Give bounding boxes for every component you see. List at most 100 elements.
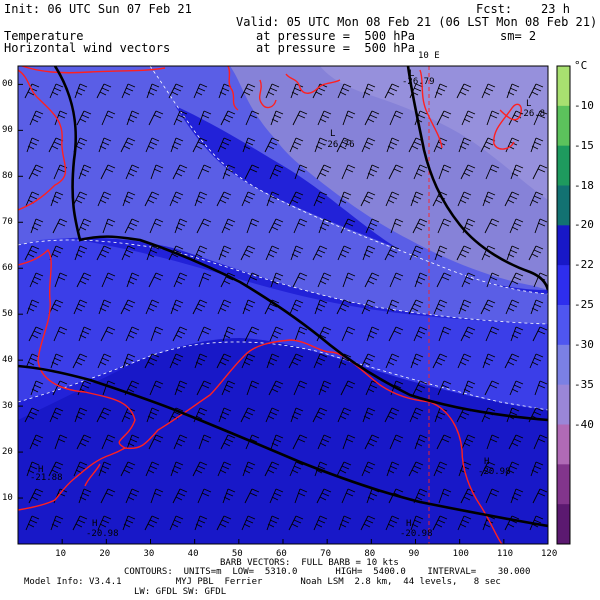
wind-barb — [245, 272, 260, 288]
wind-barb — [196, 218, 212, 234]
low-marker: L — [330, 129, 336, 139]
wind-barb — [480, 137, 496, 153]
wind-barb — [341, 488, 356, 504]
wind-barb — [432, 515, 448, 531]
wind-barb — [508, 272, 524, 288]
isotherm-line — [18, 239, 548, 325]
wind-barb — [78, 164, 92, 180]
x-tick-label: 110 — [496, 549, 514, 559]
wind-barb — [462, 380, 476, 396]
wind-barb — [218, 83, 232, 99]
x-tick-label: 90 — [408, 549, 420, 559]
wind-barb — [288, 353, 304, 369]
wind-barb — [48, 299, 64, 315]
wind-barb — [361, 137, 376, 153]
wind-barb — [30, 380, 44, 396]
wind-barb — [193, 407, 208, 423]
wind-barb — [461, 110, 476, 126]
wind-barb — [265, 407, 280, 423]
wind-barb — [414, 272, 428, 288]
field2-level: at pressure = 500 hPa — [256, 41, 415, 55]
coastline — [18, 66, 522, 544]
wind-barb — [457, 191, 472, 207]
isotherm-line — [149, 66, 548, 295]
wind-barb — [505, 299, 520, 315]
wind-barb — [246, 380, 260, 396]
wind-barb — [77, 218, 92, 234]
wind-barb — [410, 353, 424, 369]
wind-barb — [98, 461, 112, 477]
colorbar — [556, 65, 571, 545]
wind-barb — [26, 299, 40, 315]
wind-barb — [413, 326, 428, 342]
wind-barb — [97, 515, 112, 531]
wind-barb — [316, 164, 332, 180]
wind-barb — [408, 461, 424, 477]
wind-barb — [408, 299, 424, 315]
wind-barb — [169, 353, 184, 369]
wind-barb — [313, 515, 328, 531]
wind-barb — [528, 407, 544, 423]
y-tick-label: 70 — [2, 217, 13, 228]
wind-barb — [245, 110, 260, 126]
wind-barb — [438, 488, 452, 504]
wind-barb — [50, 515, 64, 531]
wind-barb — [24, 83, 40, 99]
wind-barb — [532, 488, 548, 504]
wind-barb — [72, 191, 88, 207]
wind-barb — [198, 272, 212, 288]
height-contours — [18, 66, 548, 528]
wind-barb — [386, 137, 400, 153]
low-value: -26.79 — [402, 77, 435, 87]
wind-barb — [410, 515, 424, 531]
wind-barb — [197, 326, 212, 342]
wind-barb — [362, 245, 376, 261]
wind-barb — [365, 218, 380, 234]
wind-barb — [148, 110, 164, 126]
wind-barb — [504, 191, 520, 207]
contour-info: CONTOURS: UNITS=m LOW= 5310.0 HIGH= 5400… — [124, 567, 531, 577]
wind-barb — [457, 515, 472, 531]
wind-barb — [197, 488, 212, 504]
wind-barb — [361, 299, 376, 315]
wind-barb — [509, 380, 524, 396]
wind-barb — [125, 164, 140, 180]
colorbar-label: -18 — [574, 178, 594, 192]
wind-barb — [481, 407, 496, 423]
y-tick-label: 80 — [2, 171, 13, 182]
wind-barb — [412, 218, 428, 234]
wind-barb — [198, 110, 212, 126]
wind-barb — [73, 461, 88, 477]
wind-barb — [122, 353, 136, 369]
colorbar-swatch — [557, 105, 570, 147]
wind-barb — [174, 218, 188, 234]
wind-barb — [290, 407, 304, 423]
wind-barb — [217, 137, 232, 153]
wind-barb — [145, 137, 160, 153]
wind-barb — [294, 326, 308, 342]
wind-barb — [293, 380, 308, 396]
wind-barb — [361, 461, 376, 477]
valid-time: Valid: 05 UTC Mon 08 Feb 21 (06 LST Mon … — [236, 15, 598, 29]
high-marker: H — [406, 519, 412, 529]
wind-barb — [364, 272, 380, 288]
wind-barb — [269, 326, 284, 342]
wind-barb — [240, 245, 256, 261]
wind-barb — [504, 353, 520, 369]
wind-barb — [173, 272, 188, 288]
high-value: -20.98 — [400, 529, 433, 539]
wind-barb — [408, 137, 424, 153]
wind-barb — [360, 353, 376, 369]
colorbar-swatch — [557, 504, 570, 545]
wind-barb — [530, 137, 544, 153]
x-tick-label: 20 — [99, 549, 111, 559]
wind-barb — [457, 353, 472, 369]
wind-barb — [362, 407, 376, 423]
wind-barb — [414, 434, 428, 450]
low-marker: L — [526, 99, 532, 109]
wind-barb — [316, 488, 332, 504]
wind-barb — [48, 461, 64, 477]
wind-barb — [480, 299, 496, 315]
wind-barb — [456, 83, 472, 99]
